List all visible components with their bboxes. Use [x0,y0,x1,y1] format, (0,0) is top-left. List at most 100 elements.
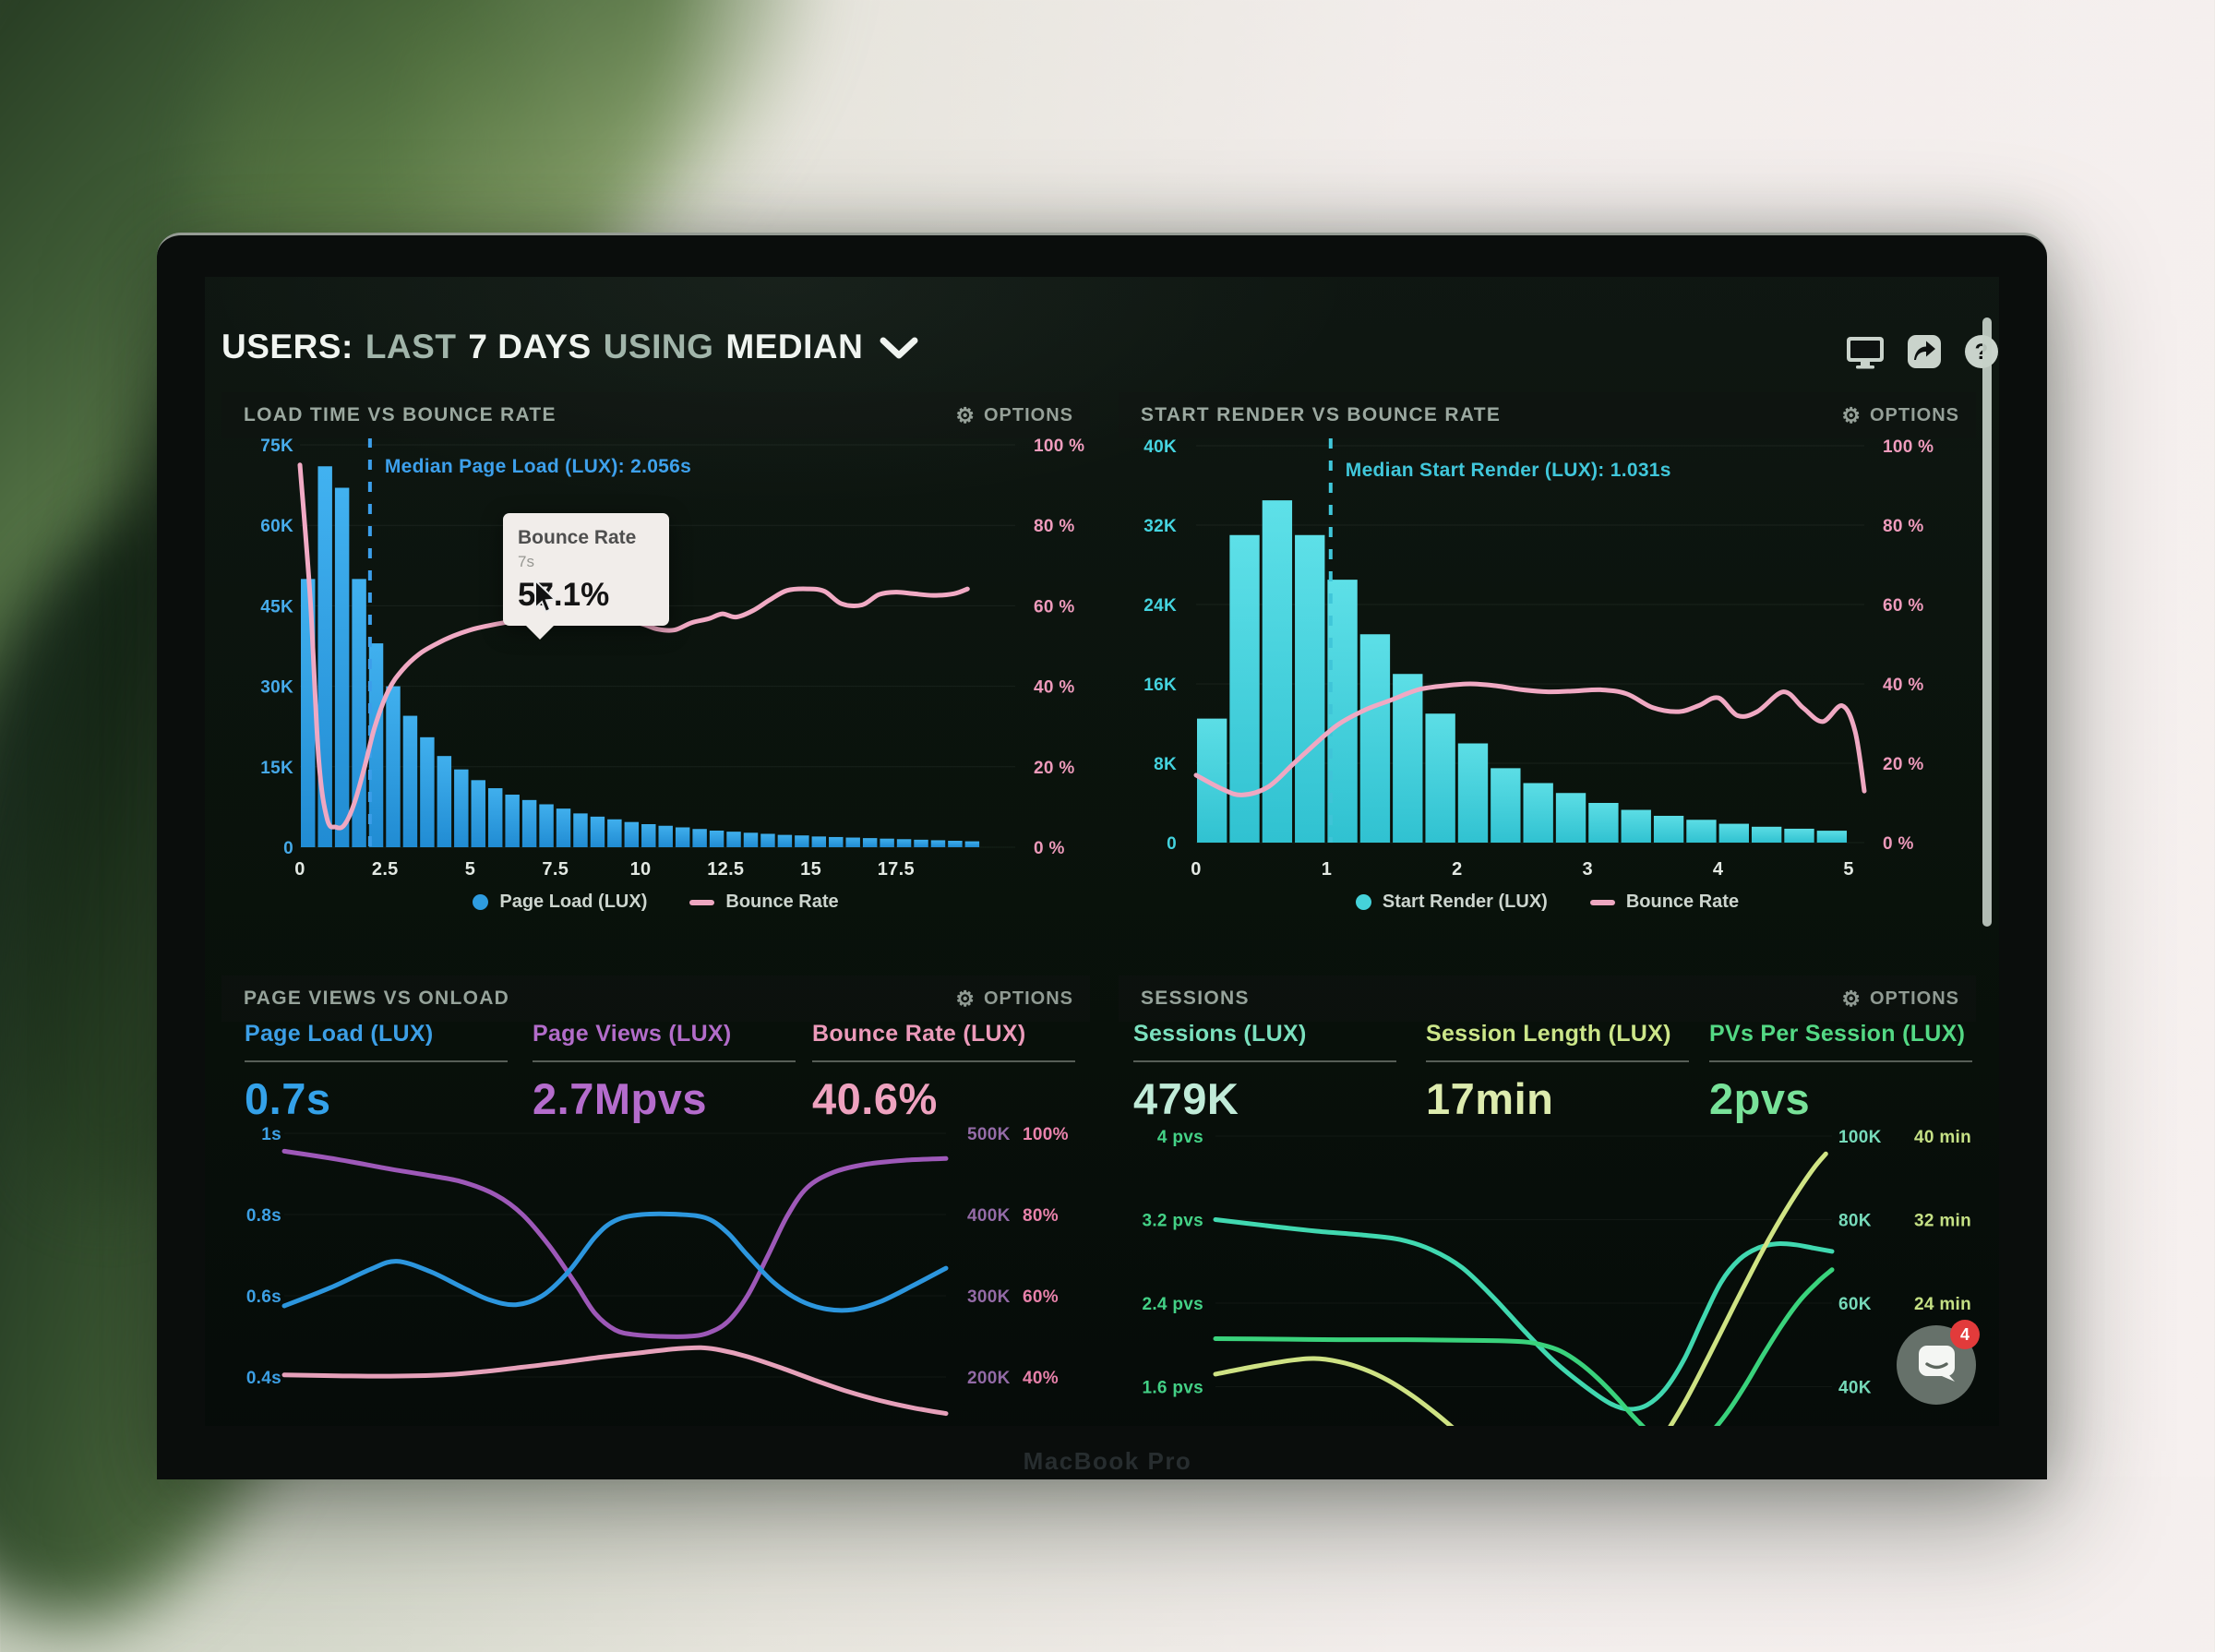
svg-text:12.5: 12.5 [707,859,744,880]
svg-text:40 %: 40 % [1034,678,1075,698]
svg-text:60K: 60K [260,517,293,536]
legend-start-render: Start Render (LUX) Bounce Rate [1119,892,1976,913]
legend-line-icon [689,899,715,905]
svg-text:0: 0 [1167,834,1177,854]
chart-tooltip: Bounce Rate 7s 57.1% [503,513,669,640]
svg-text:100 %: 100 % [1034,437,1084,456]
metric-rule [245,1060,508,1062]
metric-rule [533,1060,796,1062]
metric-page-views: Page Views (LUX) 2.7Mpvs [533,1021,796,1124]
options-button[interactable]: ⚙ OPTIONS [955,986,1073,1011]
laptop-screen [205,277,1999,1426]
laptop-bezel-text: MacBook Pro [1023,1447,1192,1475]
gear-icon: ⚙ [1841,986,1862,1011]
svg-text:16K: 16K [1143,676,1177,695]
panel-header-load-time: LOAD TIME VS BOUNCE RATE ⚙ OPTIONS [222,392,1090,438]
chart-load-time-vs-bounce-rate[interactable]: 75K 100 % 60K 80 % 45K 60 % 30K 40 % 15K 20 % 0 0 %… [222,434,1090,895]
svg-text:0.8s: 0.8s [246,1206,281,1226]
header-toolbar: ? [1846,334,1999,374]
title-7days[interactable]: 7 DAYS [468,328,592,365]
svg-text:24 min: 24 min [1914,1295,1971,1314]
panel-title: START RENDER VS BOUNCE RATE [1141,404,1502,425]
metric-rule [1426,1060,1689,1062]
title-users: USERS: [222,328,353,365]
svg-text:0.6s: 0.6s [246,1287,281,1307]
gear-icon: ⚙ [955,402,976,427]
chart-start-render-vs-bounce-rate[interactable]: 40K 100 % 32K 80 % 24K 60 % 16K 40 % 8K 20 % 0 0 % 0… [1119,434,1976,895]
svg-text:80 %: 80 % [1883,517,1924,536]
title-using: USING [603,328,714,365]
svg-text:100%: 100% [1023,1125,1069,1144]
help-icon[interactable]: ? [1964,334,1999,374]
page-title: USERS: LAST 7 DAYS USING MEDIAN [222,325,919,369]
svg-text:40 min: 40 min [1914,1128,1971,1147]
svg-text:60 %: 60 % [1034,597,1075,617]
title-median[interactable]: MEDIAN [725,328,864,365]
svg-text:60%: 60% [1023,1287,1059,1307]
legend-item: Bounce Rate [689,892,839,913]
chat-widget-button[interactable]: 4 [1897,1320,1980,1405]
svg-text:75K: 75K [260,437,293,456]
notification-badge: 4 [1950,1320,1980,1349]
metric-rule [1133,1060,1396,1062]
svg-text:0.4s: 0.4s [246,1369,281,1388]
options-button[interactable]: ⚙ OPTIONS [1841,986,1959,1011]
gear-icon: ⚙ [1841,402,1862,427]
svg-text:10: 10 [630,859,652,880]
svg-text:15: 15 [800,859,821,880]
metric-rule [812,1060,1075,1062]
svg-text:24K: 24K [1143,596,1177,616]
svg-text:80K: 80K [1838,1212,1872,1231]
svg-text:20 %: 20 % [1883,755,1924,774]
panel-header-page-views: PAGE VIEWS VS ONLOAD ⚙ OPTIONS [222,976,1090,1022]
svg-text:1s: 1s [261,1125,281,1144]
svg-text:32K: 32K [1143,517,1177,536]
legend-line-icon [1589,899,1615,905]
svg-text:1: 1 [1322,859,1332,880]
mouse-cursor-icon [532,578,563,621]
display-icon[interactable] [1846,334,1885,374]
svg-text:5: 5 [1843,859,1853,880]
svg-text:15K: 15K [260,759,293,778]
svg-text:0 %: 0 % [1883,834,1914,854]
chart-page-views-vs-onload[interactable]: 1s 500K 100% 0.8s 400K 80% 0.6s 300K 60% 0.4s 200K… [222,1015,1090,1426]
svg-text:4: 4 [1713,859,1724,880]
panel-header-sessions: SESSIONS ⚙ OPTIONS [1119,976,1976,1022]
svg-text:Median Page Load (LUX): 2.056s: Median Page Load (LUX): 2.056s [385,456,691,477]
svg-text:8K: 8K [1154,755,1177,774]
metric-bounce-rate: Bounce Rate (LUX) 40.6% [812,1021,1075,1124]
svg-text:0: 0 [294,859,305,880]
svg-text:0: 0 [283,839,293,858]
chart-sessions[interactable]: 4 pvs 100K 40 min 3.2 pvs 80K 32 min 2.4 pvs 60… [1119,1015,1976,1426]
svg-text:7.5: 7.5 [542,859,569,880]
svg-text:40%: 40% [1023,1369,1059,1388]
svg-text:Median Start Render (LUX): 1.0: Median Start Render (LUX): 1.031s [1346,460,1671,481]
metric-sessions: Sessions (LUX) 479K [1133,1021,1396,1124]
legend-load-time: Page Load (LUX) Bounce Rate [222,892,1090,913]
svg-text:400K: 400K [967,1206,1011,1226]
metric-page-load: Page Load (LUX) 0.7s [245,1021,508,1124]
chevron-down-icon[interactable] [879,330,919,369]
svg-text:100 %: 100 % [1883,437,1934,457]
options-button[interactable]: ⚙ OPTIONS [955,402,1073,427]
svg-text:0 %: 0 % [1034,839,1065,858]
svg-text:3.2 pvs: 3.2 pvs [1142,1212,1203,1231]
scrollbar[interactable] [1982,317,1992,927]
svg-text:2: 2 [1452,859,1462,880]
svg-text:40K: 40K [1143,437,1177,457]
gear-icon: ⚙ [955,986,976,1011]
svg-text:2.5: 2.5 [372,859,399,880]
svg-text:40 %: 40 % [1883,676,1924,695]
share-icon[interactable] [1907,334,1942,374]
svg-text:300K: 300K [967,1287,1011,1307]
panel-title: PAGE VIEWS VS ONLOAD [244,988,510,1009]
options-button[interactable]: ⚙ OPTIONS [1841,402,1959,427]
legend-item: Start Render (LUX) [1355,892,1548,913]
panel-header-start-render: START RENDER VS BOUNCE RATE ⚙ OPTIONS [1119,392,1976,438]
legend-dot-icon [473,894,489,910]
svg-text:3: 3 [1583,859,1593,880]
title-last: LAST [365,328,457,365]
svg-text:0: 0 [1191,859,1201,880]
svg-text:2.4 pvs: 2.4 pvs [1142,1295,1203,1314]
